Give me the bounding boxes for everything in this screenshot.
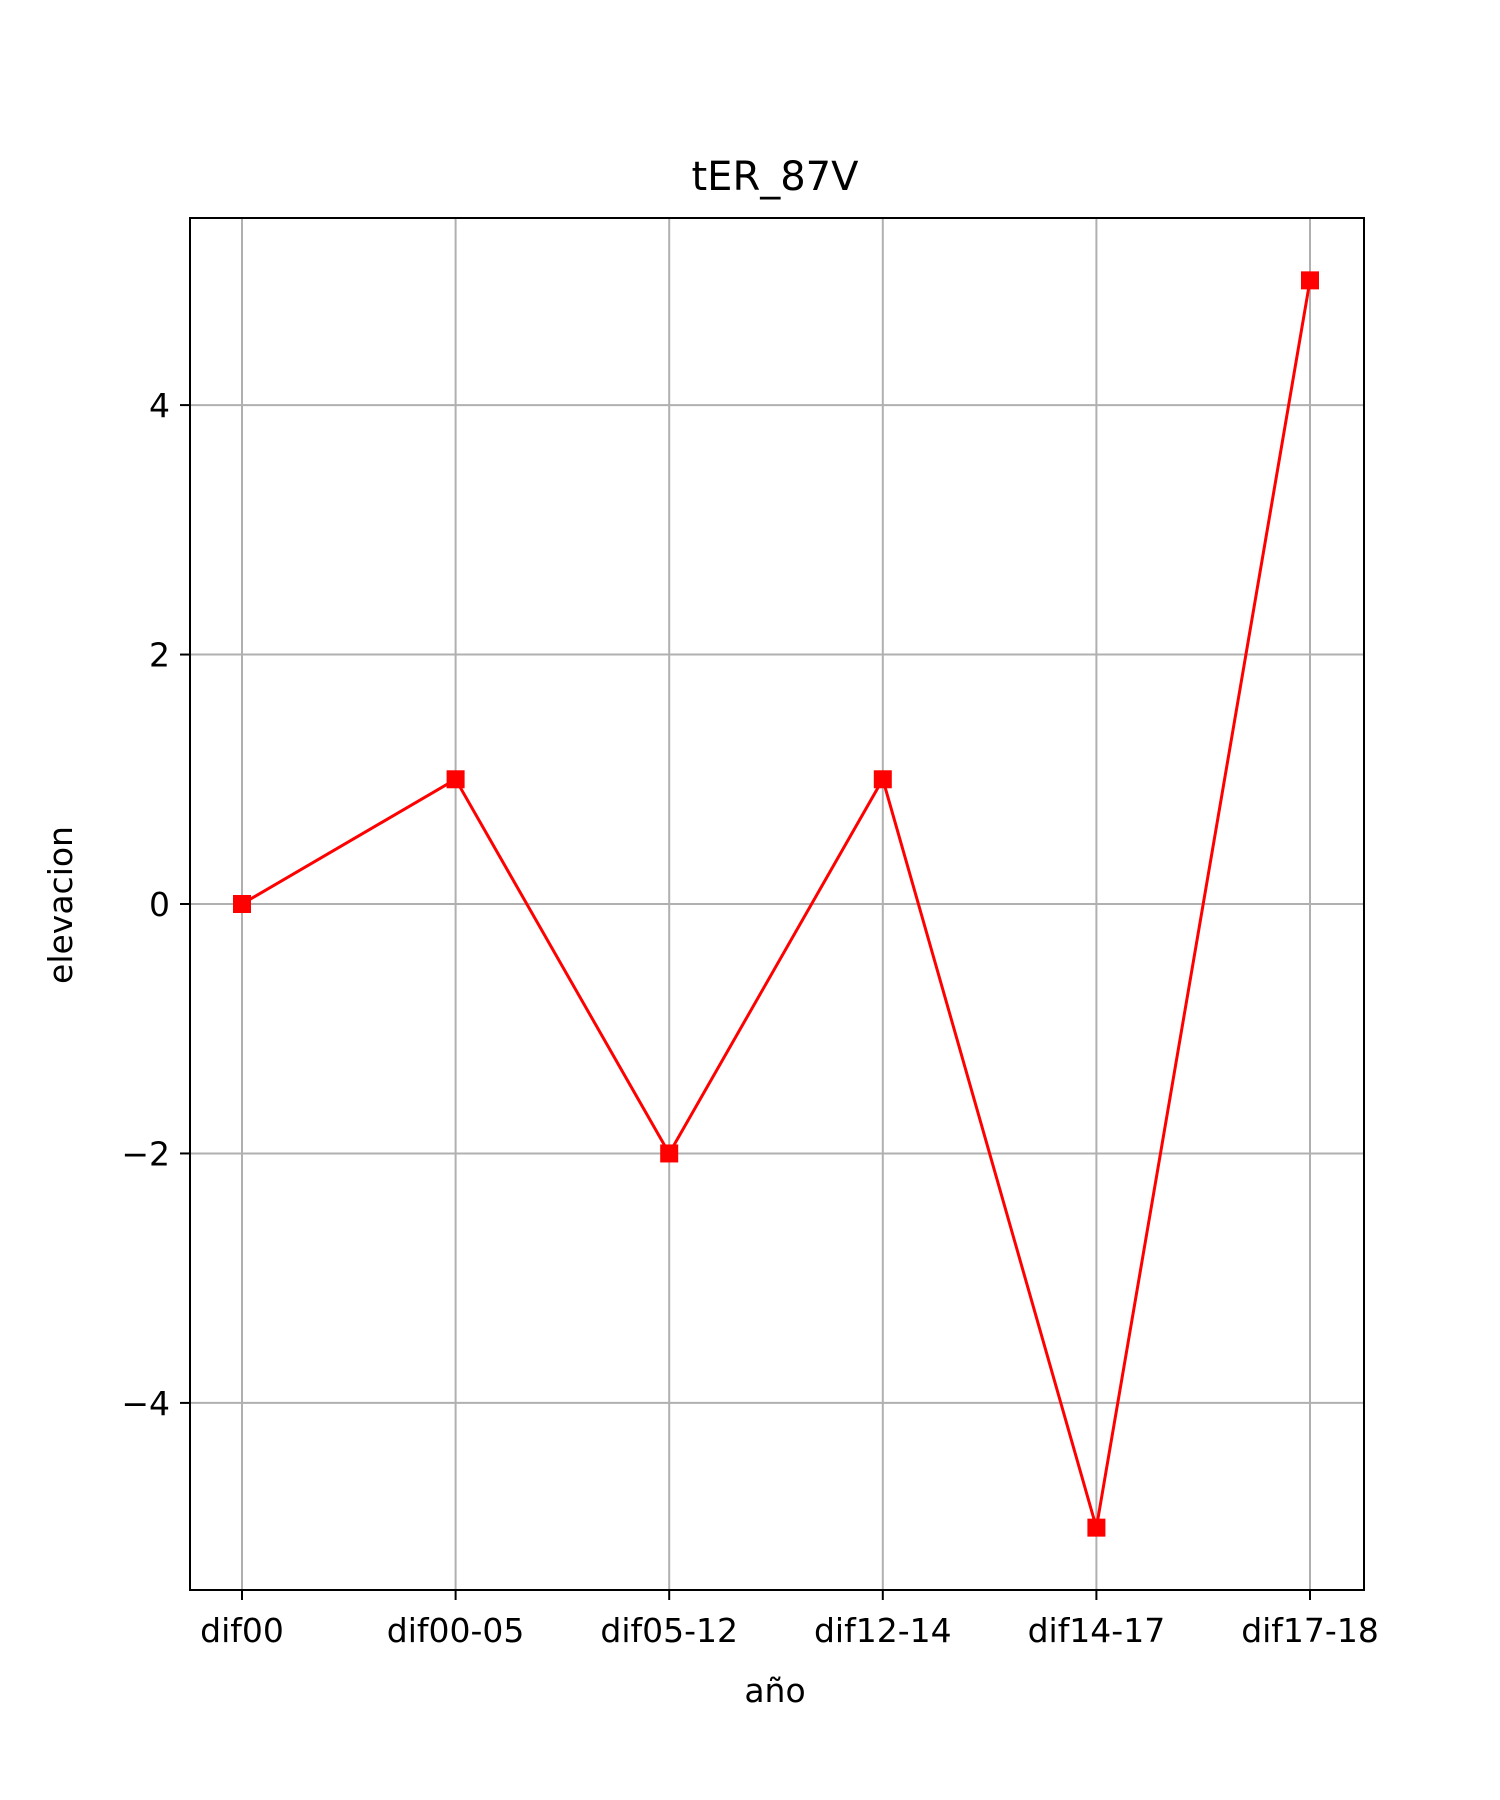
x-tick-label: dif17-18 [1241, 1611, 1379, 1650]
data-point-marker [873, 770, 892, 789]
y-tick-label: 4 [149, 386, 170, 425]
x-axis-label: año [744, 1671, 805, 1710]
data-point-marker [233, 895, 251, 913]
y-tick-label: −2 [121, 1134, 170, 1173]
axis-ticks: dif00 dif00-05 dif05-12 dif12-14 dif14-17 dif… [121, 386, 1378, 1650]
y-tick-label: 2 [149, 636, 170, 675]
chart-title: tER_87V [691, 154, 859, 200]
y-tick-label: −4 [121, 1384, 170, 1423]
grid-lines [190, 218, 1364, 1590]
x-tick-label: dif05-12 [600, 1611, 738, 1650]
data-point-marker [1301, 271, 1319, 290]
series-line [241, 280, 1312, 1529]
data-point-marker [660, 1144, 679, 1163]
data-point-marker [1087, 1518, 1106, 1537]
y-axis-label: elevacion [41, 826, 80, 984]
y-tick-label: 0 [149, 885, 170, 924]
series-line-group [233, 271, 1319, 1537]
data-point-marker [446, 770, 465, 789]
x-tick-label: dif00 [200, 1611, 284, 1650]
x-tick-label: dif14-17 [1028, 1611, 1166, 1650]
x-tick-label: dif00-05 [387, 1611, 525, 1650]
x-tick-label: dif12-14 [814, 1611, 952, 1650]
